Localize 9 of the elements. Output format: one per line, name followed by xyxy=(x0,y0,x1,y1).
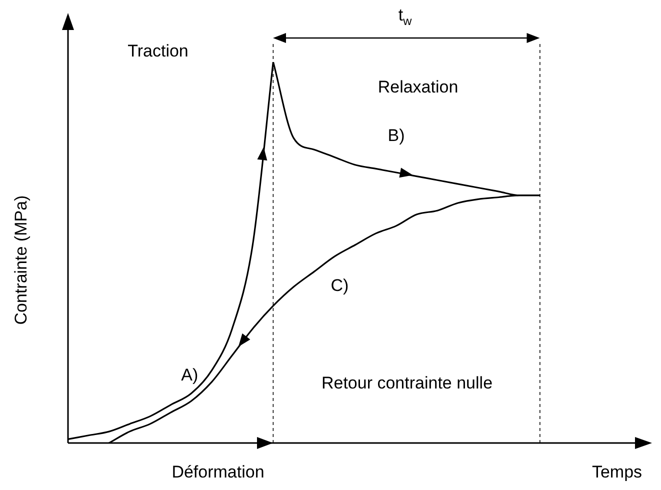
x-axis-title: Temps xyxy=(592,462,642,482)
series-label: B) xyxy=(388,126,405,146)
annotation: Retour contrainte nulle xyxy=(321,374,493,393)
text: Déformation xyxy=(172,462,264,482)
series-label: A) xyxy=(181,365,198,384)
y-axis-title: Contrainte (MPa) xyxy=(12,195,31,325)
text: Traction xyxy=(128,42,188,61)
series-label: C) xyxy=(330,276,349,295)
annotation: Relaxation xyxy=(378,78,458,97)
